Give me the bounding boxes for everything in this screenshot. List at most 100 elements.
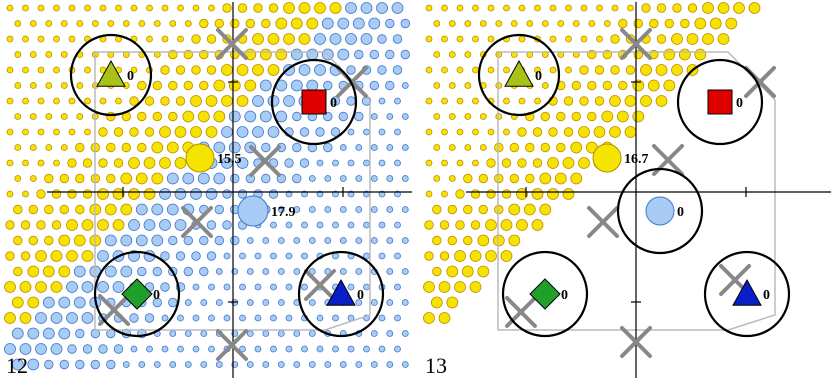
- triangle-icon: [96, 59, 126, 87]
- yellow-dot: [53, 35, 60, 43]
- yellow-dot: [649, 18, 659, 29]
- blue-triangle-agent: 0: [297, 250, 385, 338]
- blue-dot: [400, 18, 411, 29]
- yellow-dot: [532, 127, 543, 137]
- yellow-dot: [508, 203, 521, 216]
- yellow-dot: [425, 128, 433, 136]
- yellow-dot: [27, 265, 40, 278]
- blue-dot: [324, 361, 332, 368]
- yellow-dot: [76, 20, 84, 27]
- yellow-dot: [82, 189, 93, 199]
- yellow-dot: [245, 18, 256, 29]
- yellow-dot: [37, 159, 45, 167]
- yellow-dot: [146, 4, 153, 12]
- yellow-dot: [75, 142, 85, 153]
- agent-value: 0: [535, 69, 542, 84]
- blue-dot: [152, 266, 163, 277]
- yellow-dot: [478, 173, 489, 184]
- yellow-dot: [526, 20, 534, 27]
- yellow-dot: [151, 141, 164, 154]
- yellow-dot: [433, 175, 441, 182]
- yellow-dot: [438, 312, 451, 324]
- yellow-dot: [60, 82, 68, 89]
- blue-dot: [120, 234, 133, 247]
- yellow-dot: [516, 188, 528, 200]
- agent-value: 0: [357, 288, 364, 303]
- yellow-dot: [182, 110, 195, 123]
- blue-dot: [332, 345, 339, 353]
- yellow-circle-agent: 15.5: [185, 143, 242, 173]
- blue-dot: [215, 299, 223, 306]
- yellow-dot: [106, 111, 116, 122]
- blue-dot: [401, 330, 409, 337]
- yellow-dot: [14, 144, 22, 151]
- yellow-dot: [495, 82, 503, 89]
- blue-dot: [324, 237, 332, 244]
- yellow-dot: [99, 4, 107, 12]
- yellow-dot: [523, 203, 536, 216]
- yellow-dot: [596, 35, 603, 43]
- yellow-dot: [540, 142, 551, 153]
- range-circle: [703, 250, 791, 338]
- yellow-dot: [494, 204, 504, 215]
- yellow-dot: [73, 234, 86, 247]
- blue-dot: [130, 345, 138, 353]
- yellow-dot: [6, 97, 14, 105]
- blue-dot: [97, 281, 109, 293]
- blue-dot: [332, 159, 339, 167]
- cross-marker: [587, 206, 619, 238]
- blue-dot: [386, 268, 394, 275]
- yellow-dot: [19, 312, 32, 324]
- yellow-dot: [565, 35, 572, 43]
- blue-dot: [316, 221, 324, 229]
- yellow-dot: [469, 281, 482, 293]
- yellow-dot: [14, 51, 22, 58]
- yellow-dot: [37, 66, 45, 74]
- yellow-dot: [60, 20, 68, 27]
- cross-stroke: [505, 296, 537, 328]
- blue-dot: [239, 314, 246, 322]
- yellow-dot: [580, 4, 588, 12]
- yellow-dot: [236, 95, 249, 107]
- yellow-dot: [177, 4, 184, 12]
- yellow-dot: [441, 4, 448, 12]
- cross-marker: [249, 145, 281, 177]
- blue-dot: [378, 128, 386, 136]
- yellow-dot: [456, 35, 464, 43]
- yellow-dot: [98, 127, 108, 137]
- yellow-dot: [549, 35, 557, 43]
- blue-dot: [293, 330, 301, 337]
- yellow-dot: [4, 312, 16, 324]
- panel-12-canvas: 0 0 15.5 17.9 0 0: [4, 2, 412, 378]
- blue-dot: [200, 361, 208, 368]
- yellow-dot: [174, 126, 187, 138]
- yellow-dot: [463, 173, 473, 184]
- yellow-dot: [143, 188, 156, 200]
- yellow-dot: [456, 4, 464, 12]
- yellow-dot: [138, 20, 146, 27]
- yellow-dot: [137, 142, 147, 153]
- agent-value: 17.9: [271, 205, 296, 220]
- yellow-dot: [438, 281, 451, 293]
- blue-dot: [81, 312, 94, 324]
- yellow-dot: [494, 142, 504, 153]
- yellow-dot: [472, 35, 479, 43]
- yellow-dot: [539, 172, 552, 185]
- yellow-dot: [45, 113, 53, 120]
- blue-dot: [347, 128, 355, 136]
- yellow-dot: [570, 172, 583, 185]
- yellow-dot: [694, 17, 707, 30]
- blue-dot: [285, 221, 293, 229]
- cross-stroke: [719, 264, 751, 296]
- blue-circle-agent: 0: [616, 167, 704, 255]
- yellow-dot: [655, 64, 668, 76]
- blue-dot: [144, 313, 155, 323]
- blue-dot: [363, 345, 370, 353]
- blue-dot: [352, 17, 365, 30]
- yellow-dot: [29, 20, 37, 27]
- yellow-dot: [81, 219, 94, 231]
- yellow-dot: [603, 20, 611, 27]
- yellow-dot: [664, 18, 675, 29]
- blue-dot: [267, 95, 280, 107]
- blue-dot: [316, 314, 324, 322]
